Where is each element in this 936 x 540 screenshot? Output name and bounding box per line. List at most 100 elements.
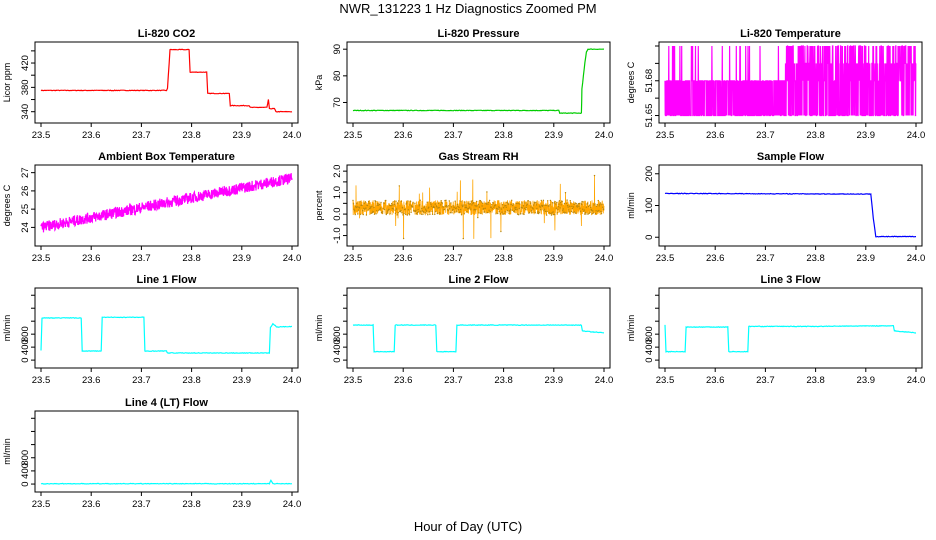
series-point	[520, 206, 522, 209]
x-tick-label: 23.9	[233, 499, 252, 510]
series-point	[571, 205, 573, 208]
y-tick-label: 0	[644, 357, 655, 362]
series-point	[365, 214, 368, 216]
y-tick-label: 400	[20, 339, 31, 355]
plot-frame	[658, 164, 923, 247]
series-point	[562, 208, 564, 210]
x-tick-label: 23.5	[32, 130, 51, 141]
series-point	[515, 206, 517, 209]
series-point	[436, 212, 439, 215]
series-point	[402, 237, 405, 240]
panel-li-820-co2: Li-820 CO2 23.5 23.6 23.7 23.8 23.9 24.0 340 380…	[2, 28, 301, 141]
series-point	[534, 212, 536, 214]
series-point	[406, 214, 408, 216]
series-point	[546, 210, 548, 213]
series-point	[486, 211, 489, 214]
series-point	[417, 211, 420, 213]
series-point	[547, 200, 549, 202]
series-point	[390, 205, 392, 207]
y-tick-label: 0	[644, 235, 655, 240]
panel-line-2-flow: Line 2 Flow 23.5 23.6 23.7 23.8 23.9 24.0 0 4008…	[314, 274, 613, 386]
x-tick-label: 23.9	[545, 130, 564, 141]
series-point	[539, 206, 541, 208]
series-point	[364, 201, 367, 203]
series-point	[455, 207, 457, 209]
series-point	[366, 204, 369, 207]
series-point	[370, 212, 372, 214]
series-point	[365, 207, 367, 209]
x-tick-label: 23.6	[394, 375, 413, 386]
panel-line-1-flow: Line 1 Flow 23.5 23.6 23.7 23.8 23.9 24.0 0 4008…	[2, 274, 301, 386]
x-tick-label: 23.7	[132, 253, 151, 264]
series-point	[554, 201, 556, 203]
x-tick-label: 23.5	[32, 253, 51, 264]
x-tick-label: 23.7	[132, 130, 151, 141]
panel-title: Line 3 Flow	[761, 274, 821, 286]
series-point	[498, 206, 500, 208]
y-tick-label: 400	[332, 339, 343, 355]
series-point	[535, 202, 537, 204]
y-tick-label: 800	[332, 326, 343, 342]
series-point	[368, 202, 370, 204]
series-point	[593, 204, 595, 206]
series-point	[520, 213, 522, 215]
series-point	[590, 206, 592, 209]
x-tick-label: 23.6	[82, 499, 101, 510]
series-point	[417, 209, 419, 211]
series-point	[427, 214, 429, 216]
series-point	[359, 201, 361, 203]
series-point	[570, 202, 572, 204]
series-point	[434, 213, 436, 216]
series-point	[527, 200, 529, 202]
series-point	[506, 209, 509, 212]
x-tick-label: 23.9	[857, 130, 876, 141]
x-tick-label: 23.7	[444, 253, 463, 264]
x-tick-label: 23.8	[806, 130, 825, 141]
series-point	[449, 212, 452, 214]
series-point	[356, 206, 358, 208]
series-point	[397, 211, 399, 214]
series-point	[474, 205, 476, 207]
series-point	[463, 204, 465, 206]
x-tick-label: 23.9	[233, 130, 252, 141]
x-tick-label: 23.8	[182, 375, 201, 386]
series-point	[453, 206, 455, 209]
series-point	[543, 208, 546, 210]
x-tick-label: 23.7	[756, 130, 775, 141]
plot-frame	[658, 41, 923, 124]
y-tick-label: 51.65	[644, 104, 655, 128]
series-point	[373, 213, 376, 215]
series-point	[499, 207, 501, 209]
series-point	[492, 202, 495, 204]
series-point	[428, 211, 431, 213]
x-tick-label: 23.8	[494, 253, 513, 264]
series-point	[513, 210, 516, 212]
series-point	[554, 213, 556, 216]
series-point	[508, 212, 510, 214]
y-tick-label: 2.0	[332, 165, 343, 178]
y-axis-label: Licor ppm	[2, 63, 12, 103]
x-tick-label: 23.8	[182, 253, 201, 264]
series-point	[367, 200, 370, 203]
series-point	[437, 202, 440, 205]
series-point	[442, 206, 445, 208]
series-point	[384, 208, 386, 211]
series-point	[560, 204, 562, 206]
series-point	[379, 208, 381, 211]
series-point	[488, 209, 490, 211]
series-point	[471, 204, 473, 206]
series-point	[544, 210, 547, 213]
series-line-sample-flow	[664, 192, 916, 238]
series-point	[495, 212, 497, 214]
series-point	[393, 201, 395, 203]
x-tick-label: 23.6	[394, 253, 413, 264]
x-tick-label: 23.5	[32, 499, 51, 510]
series-point	[357, 213, 359, 215]
series-point	[400, 200, 403, 202]
y-axis-label: degrees C	[626, 61, 636, 103]
series-point	[405, 213, 407, 216]
series-point	[593, 174, 596, 177]
series-point	[561, 200, 563, 203]
y-tick-label: 1.0	[332, 186, 343, 199]
series-point	[585, 206, 588, 208]
